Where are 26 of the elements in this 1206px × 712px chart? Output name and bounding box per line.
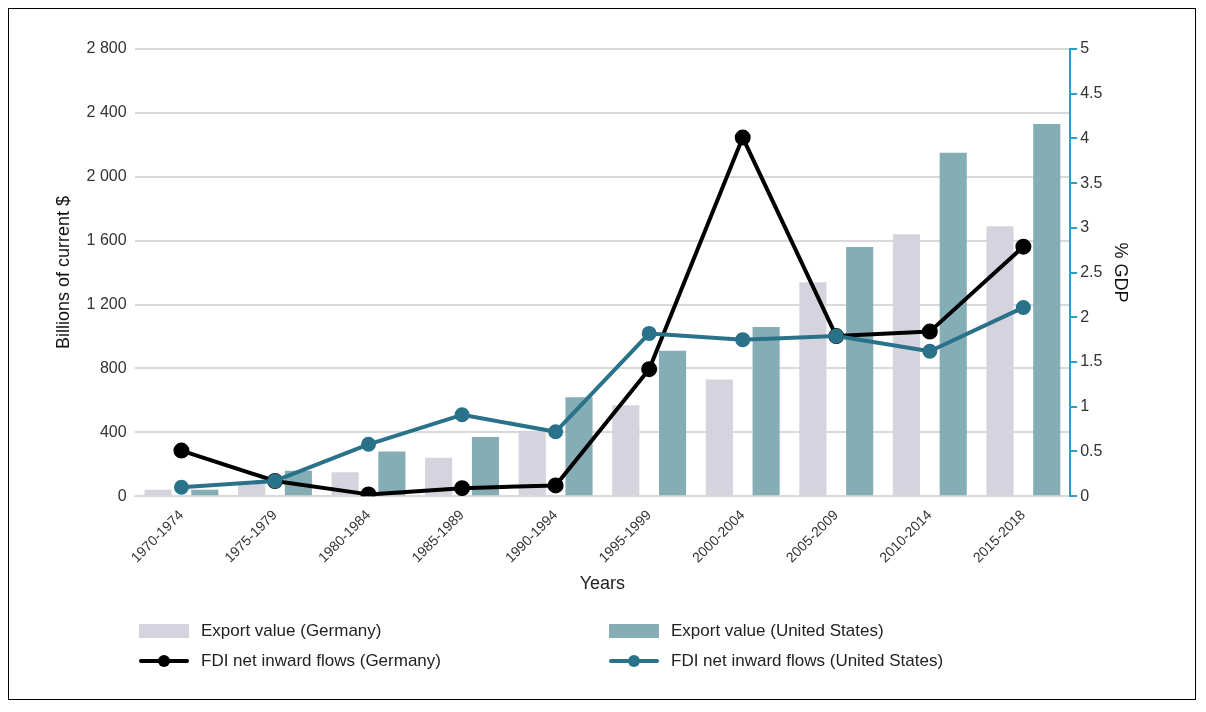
y2-tick-label: 4 (1080, 128, 1090, 146)
legend-label: Export value (Germany) (201, 621, 382, 641)
y2-tick-label: 2.5 (1080, 263, 1103, 280)
y2-tick-label: 2 (1080, 307, 1090, 325)
y2-tick-label: 3.5 (1080, 173, 1103, 191)
legend-label: FDI net inward flows (United States) (671, 651, 944, 671)
y2-tick-label: 1 (1080, 397, 1090, 415)
y-tick-label: 400 (99, 422, 127, 440)
y-tick-label: 2 800 (86, 39, 127, 57)
y-tick-label: 800 (99, 358, 127, 376)
y2-tick-label: 0 (1080, 486, 1090, 504)
y2-tick-label: 1.5 (1080, 352, 1103, 370)
y-axis-title: Billions of current $ (52, 196, 73, 350)
legend-label: FDI net inward flows (Germany) (201, 651, 441, 671)
y-tick-label: 1 600 (86, 231, 127, 249)
y2-axis-title: % GDP (1111, 242, 1132, 303)
y2-tick-label: 0.5 (1080, 441, 1103, 459)
y2-tick-label: 5 (1080, 39, 1090, 57)
y-tick-label: 1 200 (86, 294, 127, 312)
y2-tick-label: 3 (1080, 218, 1090, 236)
x-axis-title: Years (579, 573, 626, 594)
y-tick-label: 0 (117, 486, 127, 504)
legend-label: Export value (United States) (671, 621, 884, 641)
y-tick-label: 2 000 (86, 167, 127, 185)
y-tick-label: 2 400 (86, 103, 127, 121)
y2-tick-label: 4.5 (1080, 84, 1103, 102)
